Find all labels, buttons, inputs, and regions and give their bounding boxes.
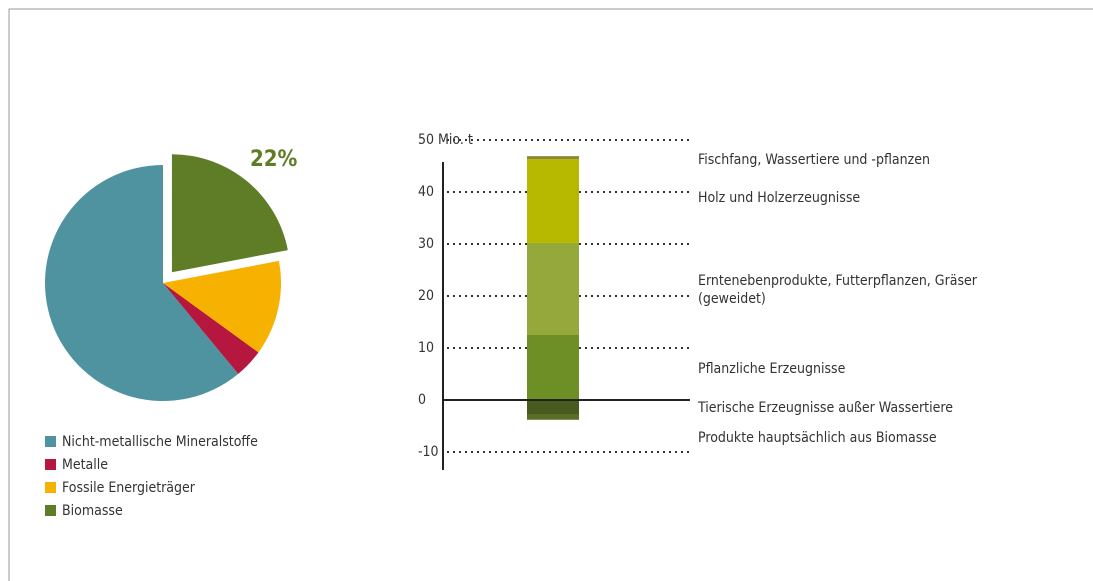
y-tick-label: -10 (418, 444, 439, 460)
legend-swatch (45, 505, 56, 516)
bar-segment (527, 242, 579, 335)
legend-swatch (45, 459, 56, 470)
legend-label: Fossile Energieträger (62, 480, 196, 496)
pie-slice (45, 165, 239, 402)
series-label: Erntenebenprodukte, Futterpflanzen, Gräs… (698, 273, 977, 307)
y-tick-label: 40 (418, 184, 434, 200)
data-label: 22% (250, 147, 298, 172)
series-label: Fischfang, Wassertiere und -pflanzen (698, 152, 930, 168)
series-label: Tierische Erzeugnisse außer Wassertiere (698, 400, 953, 416)
legend-label: Nicht-metallische Mineralstoffe (62, 434, 258, 450)
bar-segment (527, 335, 579, 400)
bar-segment (527, 414, 579, 420)
pie-slice (163, 283, 259, 374)
series-label: Produkte hauptsächlich aus Biomasse (698, 430, 937, 446)
legend-label: Metalle (62, 457, 108, 473)
y-tick-label: 50 Mio. t (418, 132, 473, 148)
bar-segment (527, 156, 579, 160)
pie-slice (163, 260, 281, 353)
bar-segment (527, 400, 579, 415)
y-tick-label: 20 (418, 288, 434, 304)
legend-label: Biomasse (62, 503, 123, 519)
y-tick-label: 0 (418, 392, 426, 408)
legend-swatch (45, 436, 56, 447)
bar-segment (527, 159, 579, 243)
legend-swatch (45, 482, 56, 493)
y-tick-label: 10 (418, 340, 434, 356)
y-tick-label: 30 (418, 236, 434, 252)
series-label: Pflanzliche Erzeugnisse (698, 361, 846, 377)
series-label: Holz und Holzerzeugnisse (698, 190, 861, 206)
pie-slice (171, 154, 288, 273)
